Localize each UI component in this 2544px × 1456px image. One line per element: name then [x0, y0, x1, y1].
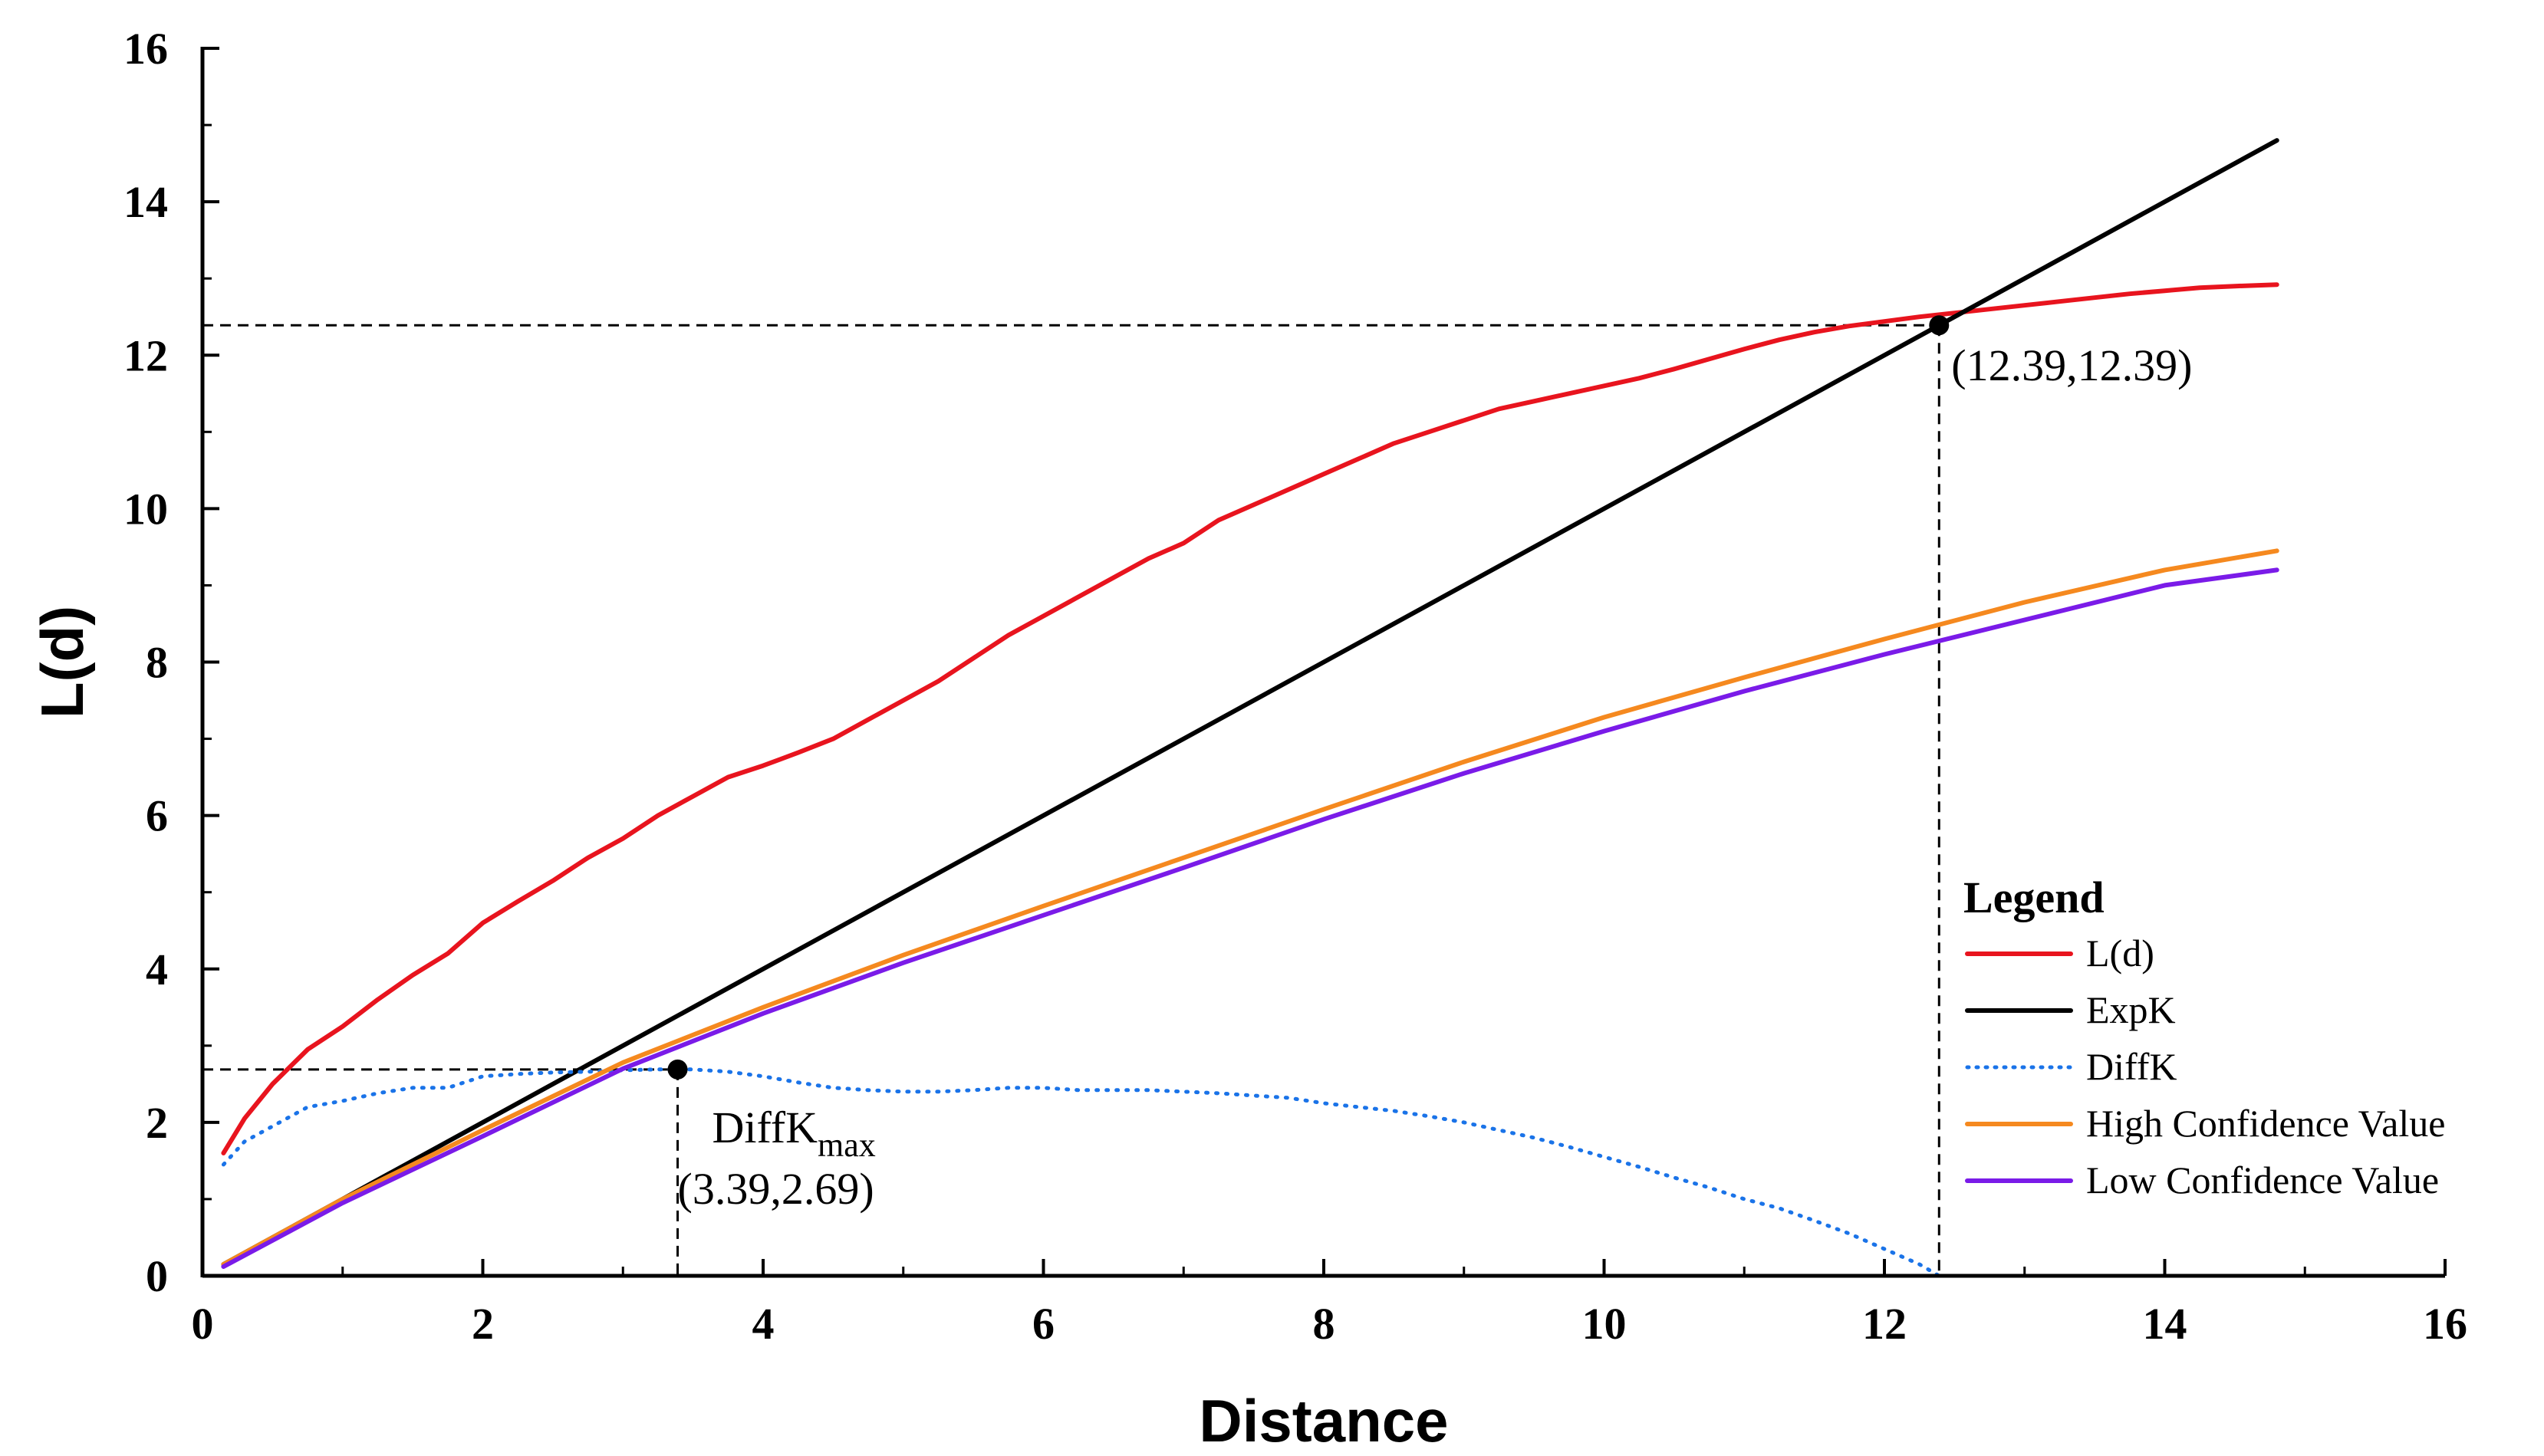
legend-item-label: High Confidence Value: [2086, 1102, 2445, 1145]
x-tick-label: 10: [1582, 1299, 1627, 1349]
x-tick-label: 14: [2143, 1299, 2187, 1349]
series-line-l-d-: [221, 282, 2279, 1155]
annotation-marker: [667, 1059, 688, 1080]
series-layer: [221, 138, 2279, 1278]
legend-item-label: DiffK: [2086, 1045, 2177, 1088]
y-axis-title: L(d): [28, 606, 96, 718]
axes: 0 2 4 6 8 10 12 14 16 0 2 4 6 8 10 12 14 16: [123, 24, 2467, 1349]
y-tick-label: 0: [146, 1251, 168, 1301]
x-tick-label: 12: [1862, 1299, 1907, 1349]
x-tick-label: 8: [1313, 1299, 1335, 1349]
y-tick-label: 14: [123, 177, 168, 227]
y-tick-label: 8: [146, 638, 168, 688]
legend-title: Legend: [1963, 873, 2105, 922]
y-tick-label: 2: [146, 1098, 168, 1148]
series-line-high-confidence-value: [221, 548, 2279, 1267]
x-tick-label: 4: [752, 1299, 775, 1349]
x-tick-label: 16: [2423, 1299, 2467, 1349]
legend-item-label: ExpK: [2086, 988, 2176, 1031]
y-tick-label: 12: [123, 330, 168, 380]
series-line-diffk: [221, 1067, 1941, 1278]
y-tick-label: 10: [123, 484, 168, 534]
annotation-diffk-max: DiffKmax: [713, 1103, 876, 1164]
annotation-marker: [1929, 315, 1950, 336]
y-tick-label: 4: [146, 945, 168, 994]
guide-lines: [202, 324, 1940, 1276]
legend-item-label: Low Confidence Value: [2086, 1159, 2439, 1201]
x-tick-label: 6: [1032, 1299, 1055, 1349]
annotation-layer: (12.39,12.39) DiffKmax(3.39,2.69): [667, 315, 2192, 1214]
annotation-label: (12.39,12.39): [1951, 340, 2192, 390]
series-line-expk: [221, 138, 2279, 1267]
y-tick-label: 6: [146, 791, 168, 841]
x-tick-label: 0: [192, 1299, 214, 1349]
series-line-low-confidence-value: [221, 567, 2279, 1269]
legend-item-label: L(d): [2086, 932, 2154, 975]
x-tick-label: 2: [472, 1299, 494, 1349]
x-axis-title: Distance: [1199, 1387, 1448, 1454]
y-tick-label: 16: [123, 24, 168, 74]
legend: Legend L(d) ExpK DiffK High Confidence Valu…: [1963, 873, 2445, 1201]
annotation-label: (3.39,2.69): [678, 1164, 874, 1214]
